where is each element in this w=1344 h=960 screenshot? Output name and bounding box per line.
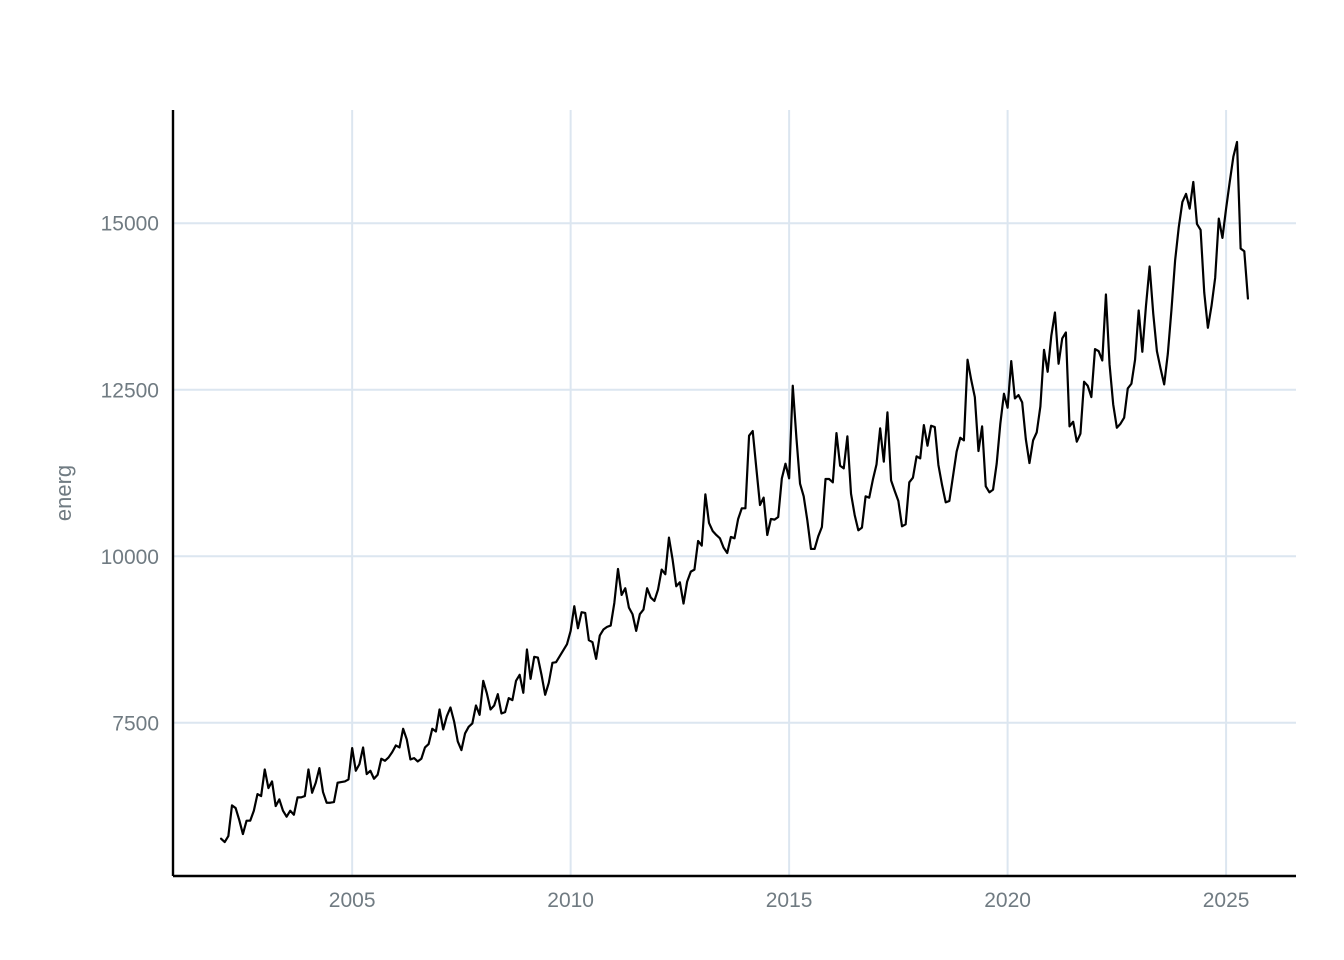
y-tick-label: 10000 bbox=[101, 546, 159, 569]
x-tick-labels: 2005 2010 2015 2020 2025 bbox=[329, 889, 1250, 912]
y-tick-label: 7500 bbox=[112, 712, 159, 735]
horizontal-gridlines bbox=[173, 222, 1296, 724]
series-line bbox=[219, 140, 1250, 844]
y-tick-label: 15000 bbox=[101, 213, 159, 236]
y-tick-label: 12500 bbox=[101, 379, 159, 402]
y-tick-labels: 7500 10000 12500 15000 bbox=[101, 213, 159, 736]
x-tick-label: 2015 bbox=[766, 889, 813, 912]
x-tick-label: 2005 bbox=[329, 889, 376, 912]
x-tick-label: 2025 bbox=[1203, 889, 1250, 912]
y-axis-title: energ bbox=[51, 465, 76, 521]
x-tick-label: 2020 bbox=[984, 889, 1031, 912]
series-layer bbox=[219, 140, 1250, 844]
x-tick-label: 2010 bbox=[547, 889, 594, 912]
